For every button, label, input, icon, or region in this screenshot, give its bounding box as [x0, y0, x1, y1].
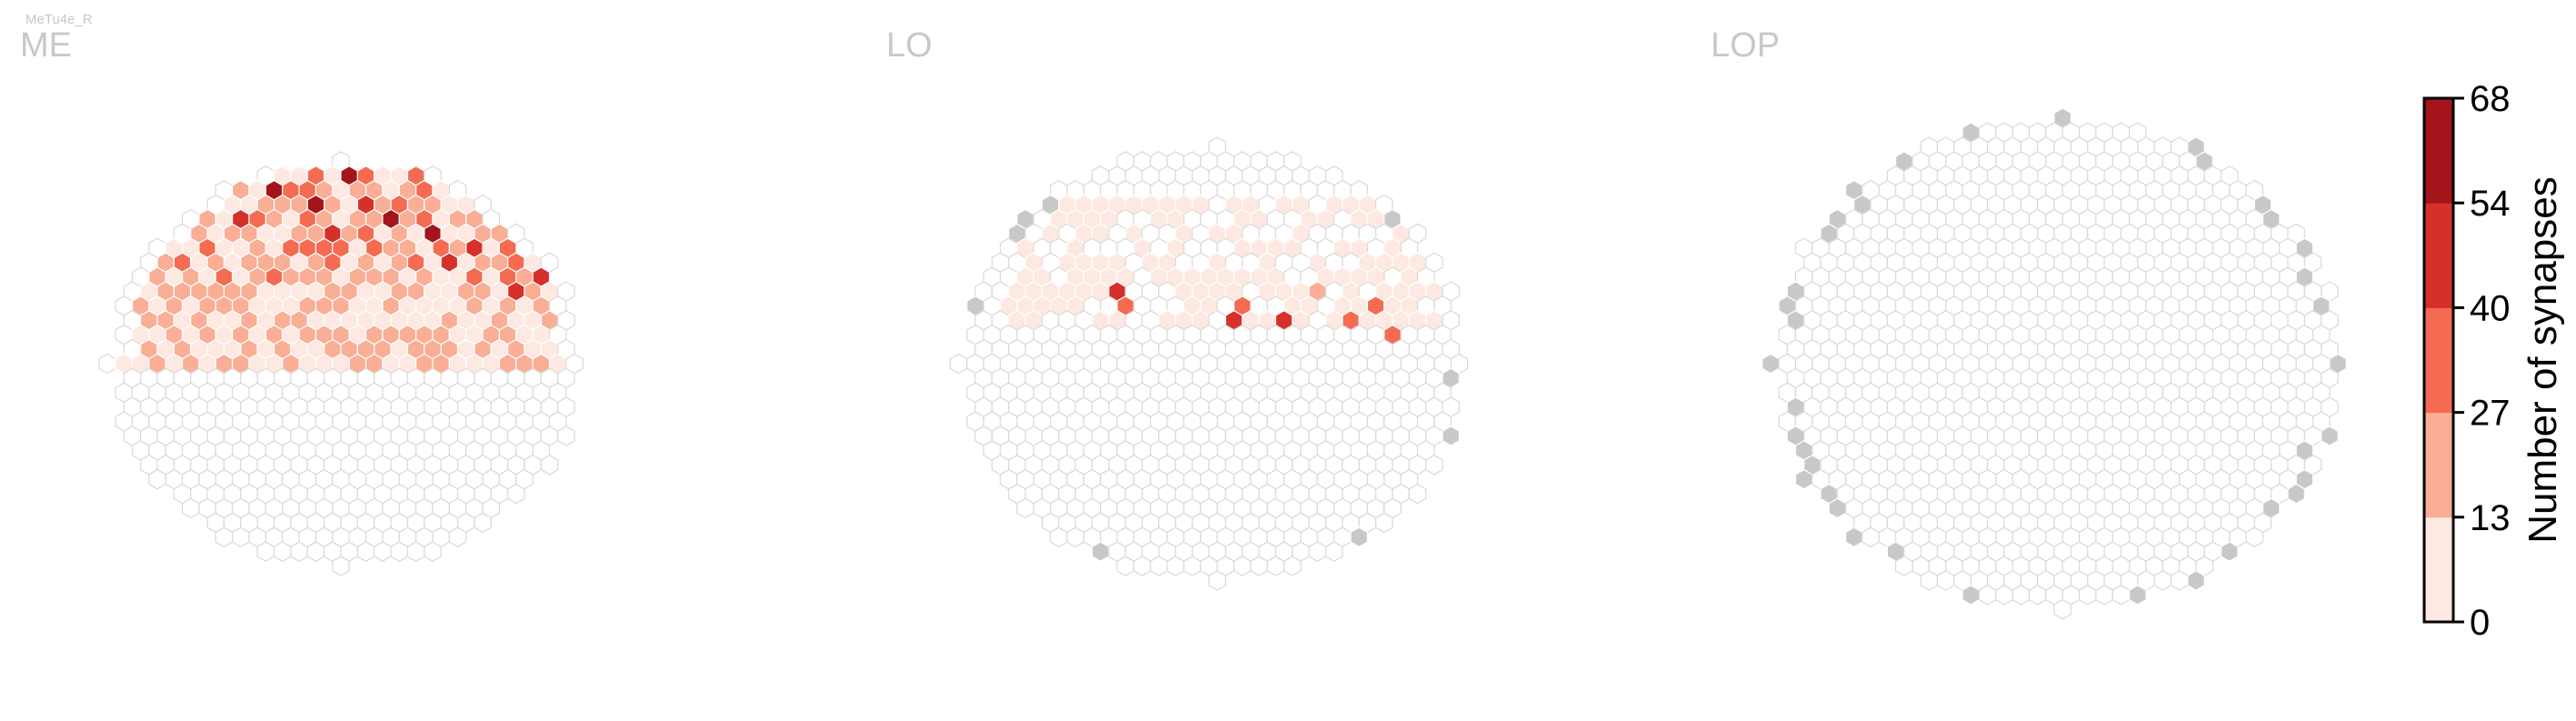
hex-cell	[1844, 526, 1863, 548]
hex-cell	[424, 541, 442, 562]
hex-cell	[332, 556, 350, 576]
colorbar-tick-label: 13	[2470, 498, 2511, 538]
neuron-type-label: MeTu4e_R	[25, 12, 93, 27]
hex-cell	[2153, 570, 2172, 591]
colorbar-swatch	[2424, 98, 2453, 204]
hex-cell	[406, 541, 425, 562]
hex-cell	[2221, 541, 2239, 562]
hex-cell	[2053, 599, 2072, 620]
hex-cell	[1233, 556, 1252, 576]
hex-cell	[1894, 556, 1913, 576]
hex-cell	[1150, 556, 1168, 576]
hex-cell	[2112, 585, 2131, 606]
hex-cell	[1374, 512, 1393, 534]
hex-cell	[98, 353, 116, 375]
hex-cell	[181, 497, 200, 519]
hex-cell	[273, 541, 292, 562]
hex-cell	[290, 541, 308, 562]
hex-cell	[1408, 483, 1427, 505]
colorbar-swatches	[2424, 98, 2453, 623]
hex-cell	[2095, 585, 2113, 606]
colorbar-tick-label: 40	[2470, 288, 2511, 328]
hex-cell	[2321, 426, 2339, 446]
hex-cell	[1116, 556, 1134, 576]
hex-cell	[1762, 353, 1780, 375]
hex-cell	[2129, 585, 2147, 606]
hex-cell	[1350, 526, 1369, 548]
hex-cell	[390, 541, 409, 562]
hex-cell	[2245, 526, 2264, 548]
panel-title-me: ME	[20, 26, 72, 65]
hex-cell	[1049, 526, 1068, 548]
hex-cell	[1962, 585, 1980, 606]
hex-cell	[540, 455, 559, 476]
hex-cell	[374, 541, 392, 562]
hex-cell	[949, 353, 968, 375]
colorbar-tick-label: 0	[2470, 603, 2490, 643]
hex-cell	[1016, 497, 1034, 519]
panel-lo: LO	[886, 26, 1469, 591]
panel-lop: LOP	[1711, 26, 2347, 620]
colorbar-ticks: 0 13 27 40 54 68	[2453, 79, 2511, 643]
hex-cell	[1091, 541, 1110, 562]
hex-cell	[2012, 585, 2031, 606]
hex-cell	[506, 483, 525, 505]
hex-cell	[474, 512, 492, 534]
hex-cell	[2028, 585, 2047, 606]
hex-cell	[215, 526, 234, 548]
panel-title-lo: LO	[886, 26, 933, 65]
hexgrid-lop	[1762, 107, 2347, 620]
hex-cell	[1442, 426, 1461, 446]
colorbar-frame	[2422, 96, 2455, 624]
hexgrid-me	[98, 151, 584, 576]
hex-cell	[1208, 570, 1226, 591]
hex-cell	[1794, 468, 1813, 490]
colorbar-tick-label: 68	[2470, 79, 2511, 119]
colorbar-swatch	[2424, 516, 2453, 623]
colorbar-tick-label: 54	[2470, 184, 2511, 224]
panel-title-lop: LOP	[1711, 26, 1780, 65]
hex-cell	[2170, 570, 2189, 591]
colorbar: 0 13 27 40 54 68 Number of synapses	[2422, 79, 2565, 643]
hex-cell	[1250, 556, 1268, 576]
hex-cell	[256, 541, 275, 562]
hex-cell	[1978, 585, 1997, 606]
hex-cell	[1324, 541, 1343, 562]
hex-cell	[1283, 556, 1302, 576]
hex-cell	[1828, 497, 1847, 519]
hex-cell	[1425, 455, 1443, 476]
colorbar-swatch	[2424, 203, 2453, 308]
hex-cell	[1920, 570, 1939, 591]
hex-cell	[2078, 585, 2097, 606]
colorbar-swatch	[2424, 412, 2453, 518]
hexgrid-lo	[949, 136, 1469, 591]
hex-cell	[1166, 556, 1185, 576]
hex-cell	[1183, 556, 1202, 576]
hex-cell	[448, 526, 467, 548]
panel-me: ME	[20, 26, 584, 576]
hex-cell	[1995, 585, 2013, 606]
hex-cell	[1936, 570, 1955, 591]
hex-cell	[1066, 526, 1084, 548]
hex-cell	[232, 526, 250, 548]
hex-cell	[1308, 541, 1327, 562]
colorbar-tick-label: 27	[2470, 394, 2511, 434]
hex-cell	[1862, 526, 1880, 548]
hex-cell	[1133, 556, 1152, 576]
colorbar-swatch	[2424, 307, 2453, 414]
hex-cell	[356, 541, 375, 562]
hex-cell	[306, 541, 325, 562]
colorbar-axis-label: Number of synapses	[2521, 176, 2565, 544]
hex-cell	[2287, 483, 2305, 505]
hex-cell	[148, 468, 166, 490]
hex-cell	[2187, 570, 2205, 591]
hex-cell	[557, 426, 575, 446]
hex-cell	[1266, 556, 1285, 576]
